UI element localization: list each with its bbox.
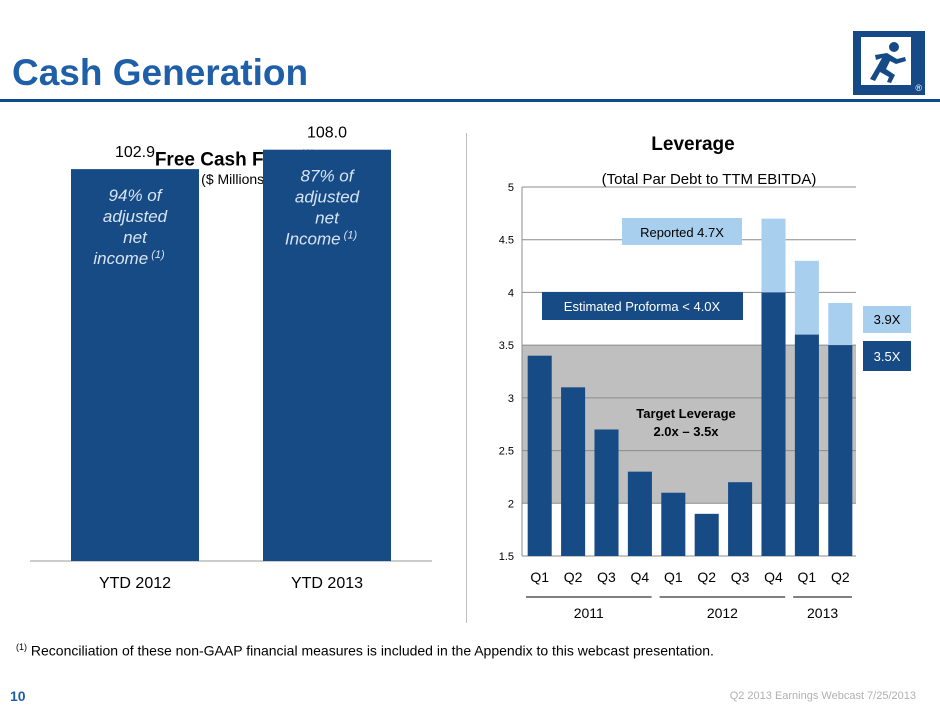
year-group-label: 2011 [574, 605, 604, 621]
fcf-bar-note-line: 94% of [109, 186, 164, 205]
proforma-bar [695, 514, 719, 556]
proforma-bar [728, 482, 752, 556]
target-label: Target Leverage [636, 406, 735, 421]
proforma-bar [594, 429, 618, 556]
quarter-label: Q1 [664, 569, 683, 585]
footer-caption: Q2 2013 Earnings Webcast 7/25/2013 [730, 690, 916, 702]
y-tick-label: 4 [508, 287, 514, 299]
fcf-bar-note-line: adjusted [103, 207, 168, 226]
quarter-label: Q2 [831, 569, 850, 585]
proforma-bar [528, 356, 552, 556]
fcf-bar-note-line: adjusted [295, 188, 360, 207]
y-tick-label: 2.5 [499, 446, 514, 458]
fcf-category-label: YTD 2013 [291, 575, 363, 592]
proforma-bar [795, 335, 819, 556]
y-tick-label: 5 [508, 182, 514, 194]
fcf-bar-note-line: 87% of [301, 167, 356, 186]
quarter-label: Q4 [631, 569, 650, 585]
footnote-marker: (1) [16, 642, 27, 652]
proforma-callout-text: Estimated Proforma < 4.0X [564, 299, 721, 314]
quarter-label: Q4 [764, 569, 783, 585]
quarter-label: Q1 [530, 569, 549, 585]
quarter-label: Q2 [564, 569, 583, 585]
proforma-bar [561, 387, 585, 556]
fcf-bar-note-line: net [123, 228, 148, 247]
quarter-label: Q3 [597, 569, 616, 585]
fcf-category-label: YTD 2012 [99, 575, 171, 592]
y-tick-label: 1.5 [499, 551, 514, 563]
y-tick-label: 3 [508, 393, 514, 405]
reported-bar-segment [795, 261, 819, 335]
reported-callout-text: Reported 4.7X [640, 225, 724, 240]
proforma-bar [761, 292, 785, 556]
fcf-bar-note-line: net [315, 209, 340, 228]
fcf-value-label: 102.9 [115, 144, 155, 161]
y-tick-label: 2 [508, 498, 514, 510]
fcf-bar-note-superscript: (1) [148, 249, 165, 261]
fcf-bar-note-superscript: (1) [341, 230, 358, 242]
proforma-bar [828, 345, 852, 556]
target-label: 2.0x – 3.5x [653, 424, 719, 439]
year-group-label: 2012 [707, 605, 738, 621]
charts-canvas: 102.994% ofadjustednetincome (1)YTD 2012… [0, 0, 940, 705]
fcf-value-label: 108.0 [307, 125, 347, 142]
reported-bar-segment [761, 219, 785, 293]
year-group-label: 2013 [807, 605, 838, 621]
proforma-bar [661, 493, 685, 556]
reported-bar-segment [828, 303, 852, 345]
leverage-title: Leverage [651, 134, 734, 155]
footnote: (1) Reconciliation of these non-GAAP fin… [16, 642, 714, 659]
y-tick-label: 4.5 [499, 235, 514, 247]
page-number: 10 [10, 688, 26, 704]
badge-low-text: 3.5X [874, 349, 901, 364]
quarter-label: Q1 [798, 569, 817, 585]
quarter-label: Q2 [697, 569, 716, 585]
badge-high-text: 3.9X [874, 312, 901, 327]
quarter-label: Q3 [731, 569, 750, 585]
footnote-text: Reconciliation of these non-GAAP financi… [31, 643, 714, 659]
leverage-subtitle: (Total Par Debt to TTM EBITDA) [602, 171, 817, 188]
y-tick-label: 3.5 [499, 340, 514, 352]
proforma-bar [628, 472, 652, 556]
